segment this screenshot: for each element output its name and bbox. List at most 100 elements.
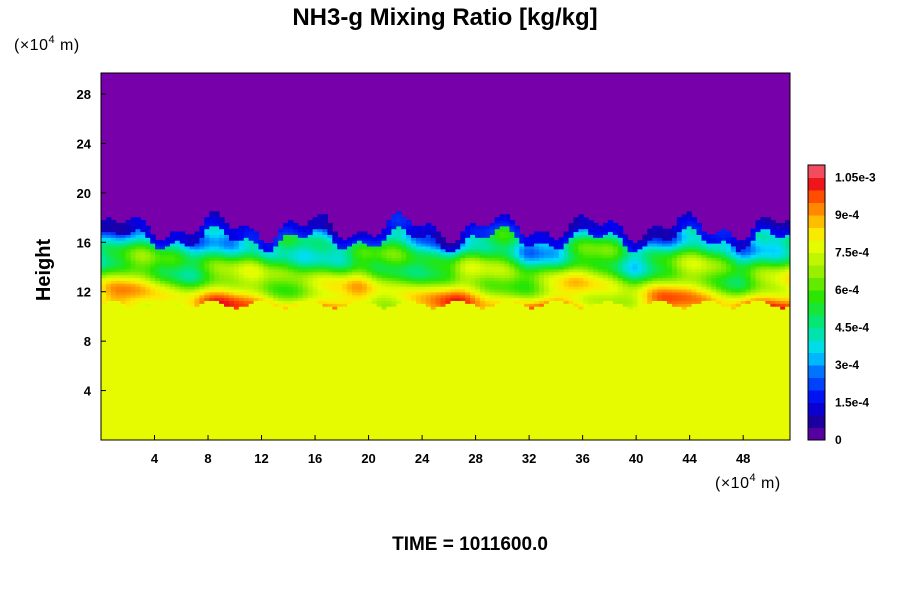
field-cell [420, 254, 427, 258]
field-cell [509, 303, 515, 307]
field-cell [765, 300, 771, 304]
field-cell [386, 220, 392, 224]
field-cell [494, 265, 501, 270]
field-cell [332, 277, 338, 281]
field-cell [652, 251, 658, 256]
field-cell [671, 288, 678, 293]
field-cell [494, 225, 501, 230]
field-cell [750, 300, 757, 304]
field-cell [140, 240, 146, 244]
field-cell [199, 265, 205, 270]
field-cell [711, 240, 717, 244]
field-cell [524, 248, 530, 253]
field-cell [450, 263, 456, 267]
field-cell [607, 291, 614, 296]
field-cell [204, 245, 210, 250]
field-cell [726, 280, 732, 284]
field-cell [563, 234, 570, 238]
field-cell [499, 283, 506, 287]
field-cell [288, 286, 294, 290]
field-cell [396, 303, 402, 307]
field-cell [553, 283, 560, 287]
field-cell [209, 217, 215, 221]
field-cell [548, 288, 555, 293]
field-cell [730, 291, 737, 296]
field-cell [160, 271, 166, 276]
field-cell [539, 277, 545, 281]
field-cell [160, 280, 166, 284]
field-cell [534, 263, 540, 267]
field-cell [204, 288, 210, 293]
field-cell [785, 220, 790, 224]
field-cell [209, 306, 215, 310]
field-cell [465, 245, 471, 250]
field-cell [504, 291, 511, 296]
field-cell [588, 263, 594, 267]
field-cell [504, 260, 511, 264]
field-cell [568, 242, 575, 247]
field-cell [376, 248, 383, 253]
field-cell [514, 280, 520, 284]
field-cell [322, 257, 328, 261]
field-cell [489, 274, 496, 279]
field-cell [479, 251, 486, 256]
field-cell [140, 251, 146, 256]
field-cell [489, 291, 496, 296]
field-cell [770, 297, 776, 302]
field-cell [504, 225, 511, 230]
field-cell [440, 271, 447, 276]
field-cell [666, 265, 673, 270]
field-cell [519, 274, 525, 279]
field-cell [686, 265, 693, 270]
field-cell [539, 271, 545, 276]
field-cell [204, 286, 210, 290]
field-cell [140, 245, 146, 250]
field-cell [657, 254, 663, 258]
field-cell [509, 277, 515, 281]
field-cell [391, 294, 397, 299]
field-cell [263, 288, 269, 293]
field-cell [548, 274, 555, 279]
field-cell [140, 257, 146, 261]
field-cell [292, 268, 299, 273]
field-cell [465, 265, 471, 270]
field-cell [342, 254, 348, 258]
field-cell [504, 263, 511, 267]
field-cell [283, 271, 289, 276]
field-cell [607, 245, 614, 250]
field-cell [420, 231, 427, 235]
field-cell [578, 254, 584, 258]
field-cell [475, 231, 481, 235]
plot-area [100, 72, 791, 441]
field-cell [115, 306, 122, 310]
field-cell [479, 248, 486, 253]
field-cell [543, 280, 550, 284]
field-cell [740, 274, 747, 279]
field-cell [307, 297, 314, 302]
field-cell [440, 277, 447, 281]
field-cell [494, 240, 501, 244]
field-cell [268, 274, 274, 279]
field-cell [716, 294, 722, 299]
field-cell [745, 306, 752, 310]
field-cell [347, 291, 353, 296]
field-cell [189, 300, 196, 304]
field-cell [160, 297, 166, 302]
field-cell [268, 245, 274, 250]
field-cell [770, 260, 776, 264]
field-cell [489, 248, 496, 253]
field-cell [219, 228, 225, 233]
field-cell [622, 268, 629, 273]
field-cell [499, 303, 506, 307]
field-cell [730, 306, 737, 310]
field-cell [563, 271, 570, 276]
field-cell [258, 288, 265, 293]
field-cell [509, 274, 515, 279]
field-cell [273, 291, 279, 296]
field-cell [647, 248, 653, 253]
field-cell [755, 242, 762, 247]
field-cell [228, 228, 235, 233]
field-cell [209, 242, 215, 247]
field-cell [297, 300, 304, 304]
field-cell [322, 242, 328, 247]
